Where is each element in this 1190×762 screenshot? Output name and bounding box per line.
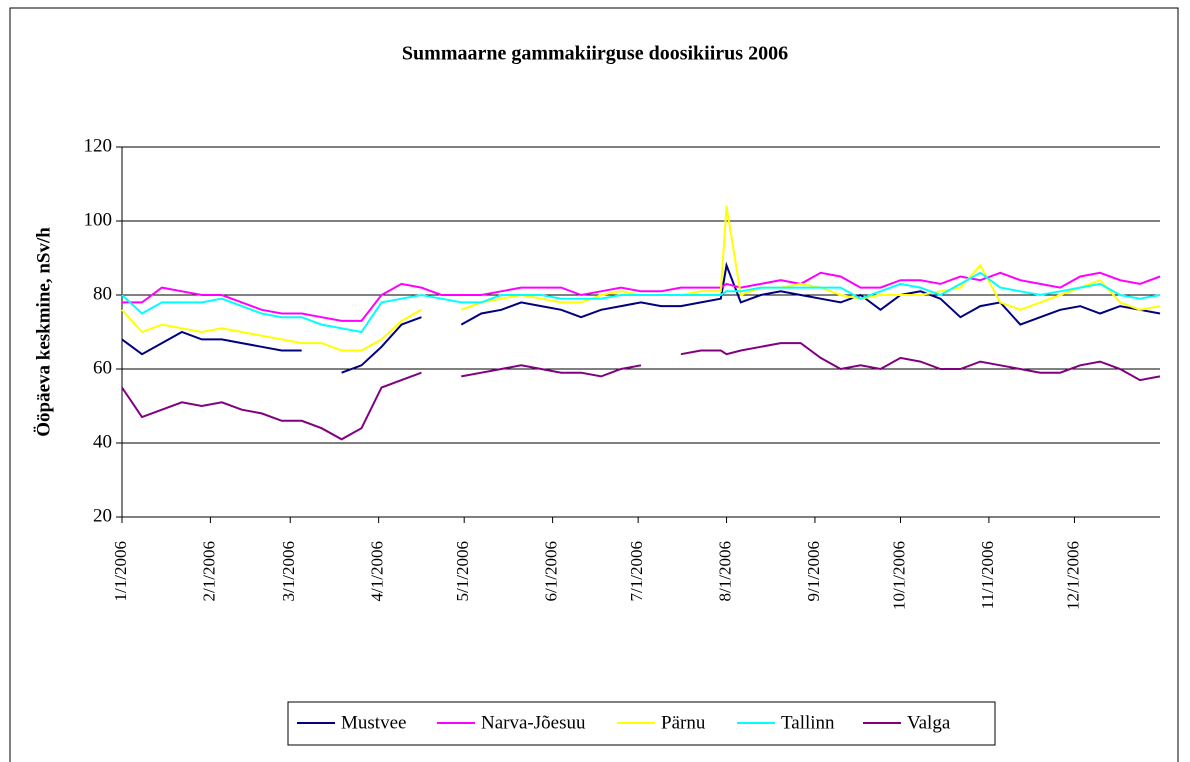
chart-title: Summaarne gammakiirguse doosikiirus 2006 <box>402 43 788 65</box>
x-tick-label: 5/1/2006 <box>453 541 472 601</box>
x-tick-label: 11/1/2006 <box>978 541 997 609</box>
chart-border <box>9 7 1179 762</box>
legend-label: Pärnu <box>661 712 706 733</box>
x-tick-label: 2/1/2006 <box>199 541 218 601</box>
series-line <box>121 271 1161 334</box>
x-tick-label: 10/1/2006 <box>889 541 908 610</box>
series-line <box>121 261 1161 374</box>
y-tick-label: 100 <box>84 209 113 230</box>
x-tick-label: 4/1/2006 <box>368 541 387 601</box>
x-tick-label: 8/1/2006 <box>715 541 734 601</box>
legend-label: Valga <box>907 712 951 733</box>
series-line <box>122 271 1161 322</box>
legend-label: Mustvee <box>341 712 406 733</box>
y-tick-label: 20 <box>93 505 112 526</box>
x-tick-label: 1/1/2006 <box>111 541 130 601</box>
x-tick-label: 3/1/2006 <box>279 541 298 601</box>
y-tick-label: 60 <box>93 357 112 378</box>
x-tick-label: 6/1/2006 <box>542 541 561 601</box>
series-line <box>121 206 1161 352</box>
y-tick-label: 80 <box>93 283 112 304</box>
y-axis-label: Ööpäeva keskmine, nSv/h <box>33 227 54 437</box>
x-tick-label: 7/1/2006 <box>627 541 646 601</box>
legend-label: Narva-Jõesuu <box>481 712 586 733</box>
y-tick-label: 120 <box>84 135 113 156</box>
legend-label: Tallinn <box>781 712 835 733</box>
series-line <box>121 342 1161 441</box>
x-tick-label: 9/1/2006 <box>804 541 823 601</box>
y-tick-label: 40 <box>93 431 112 452</box>
x-tick-label: 12/1/2006 <box>1063 541 1082 610</box>
